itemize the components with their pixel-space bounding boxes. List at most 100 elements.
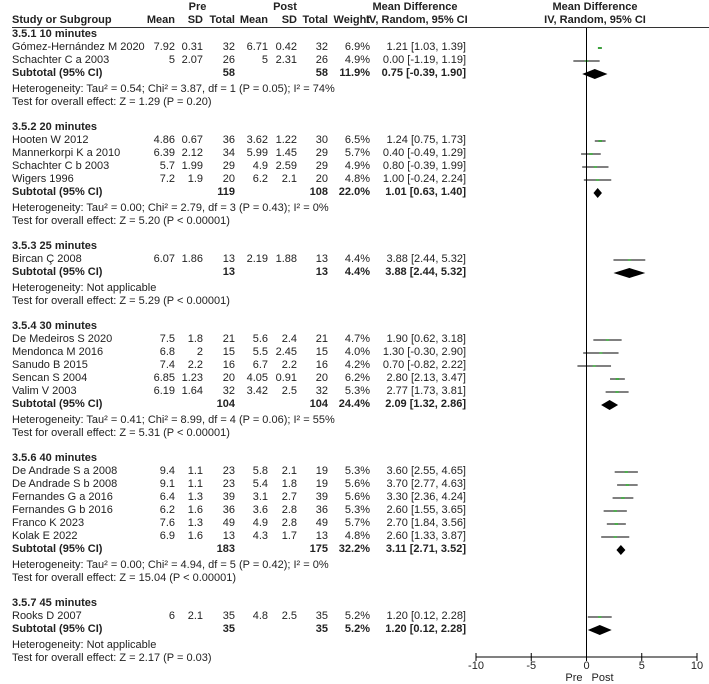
study-name: Franco K 2023: [12, 517, 85, 529]
study-pre-mean: 4.86: [153, 134, 175, 146]
subtotal-diamond: [593, 188, 602, 198]
study-post-sd: 2.2: [281, 359, 297, 371]
study-pre-total: 29: [222, 160, 235, 172]
study-pre-total: 15: [222, 346, 235, 358]
study-post-total: 29: [315, 147, 328, 159]
plot-header-method: IV, Random, 95% CI: [544, 14, 646, 26]
subtotal-post-total: 108: [309, 186, 328, 198]
study-pre-sd: 2.12: [181, 147, 203, 159]
study-weight: 4.4%: [344, 253, 370, 265]
study-post-total: 29: [315, 160, 328, 172]
study-marker: [595, 179, 600, 181]
study-post-mean: 5.4: [252, 478, 268, 490]
study-pre-sd: 2: [196, 346, 203, 358]
subtotal-pre-total: 58: [222, 67, 235, 79]
overall-effect-text: Test for overall effect: Z = 1.29 (P = 0…: [12, 96, 212, 108]
subgroup-heading: 3.5.7 45 minutes: [12, 597, 97, 609]
subtotal-weight: 4.4%: [344, 266, 370, 278]
subtotal-mean-difference: 3.88 [2.44, 5.32]: [385, 266, 466, 278]
study-marker: [593, 166, 597, 168]
study-name: Rooks D 2007: [12, 610, 82, 622]
study-post-sd: 1.22: [275, 134, 297, 146]
study-post-mean: 6.7: [252, 359, 268, 371]
study-post-mean: 3.62: [246, 134, 268, 146]
subtotal-diamond: [613, 268, 646, 278]
study-weight: 4.7%: [344, 333, 370, 345]
overall-effect-text: Test for overall effect: Z = 2.17 (P = 0…: [12, 652, 212, 664]
study-post-mean: 5.6: [252, 333, 268, 345]
study-mean-difference: 0.80 [-0.39, 1.99]: [382, 160, 466, 172]
study-marker: [589, 153, 593, 155]
subtotal-post-total: 175: [309, 543, 328, 555]
study-weight: 4.8%: [344, 173, 370, 185]
study-post-mean: 3.6: [252, 504, 268, 516]
study-post-mean: 2.19: [246, 253, 268, 265]
subtotal-label: Subtotal (95% CI): [12, 398, 103, 410]
study-post-total: 16: [315, 359, 328, 371]
study-pre-mean: 7.6: [159, 517, 175, 529]
study-pre-total: 21: [222, 333, 235, 345]
study-mean-difference: 2.77 [1.73, 3.81]: [386, 385, 466, 397]
study-marker: [624, 471, 628, 473]
study-name: Fernandes G b 2016: [12, 504, 113, 516]
subgroup-heading: 3.5.6 40 minutes: [12, 452, 97, 464]
study-pre-sd: 1.3: [187, 517, 203, 529]
study-name: De Andrade S b 2008: [12, 478, 118, 490]
study-weight: 4.8%: [344, 530, 370, 542]
study-post-sd: 2.59: [275, 160, 297, 172]
heterogeneity-text: Heterogeneity: Not applicable: [12, 282, 157, 294]
post-sd-header: SD: [281, 14, 297, 26]
study-post-total: 30: [315, 134, 328, 146]
study-pre-mean: 5.7: [159, 160, 175, 172]
subtotal-pre-total: 13: [222, 266, 235, 278]
study-post-total: 32: [315, 385, 328, 397]
study-name: Bircan Ç 2008: [12, 253, 82, 265]
study-post-mean: 5.5: [252, 346, 268, 358]
study-mean-difference: 2.60 [1.55, 3.65]: [386, 504, 466, 516]
subtotal-post-total: 58: [315, 67, 328, 79]
overall-effect-text: Test for overall effect: Z = 5.29 (P < 0…: [12, 295, 230, 307]
subtotal-label: Subtotal (95% CI): [12, 623, 103, 635]
study-name: Sanudo B 2015: [12, 359, 88, 371]
subtotal-mean-difference: 0.75 [-0.39, 1.90]: [381, 67, 466, 79]
study-marker: [598, 140, 603, 142]
study-marker: [598, 616, 602, 618]
study-name: Gómez-Hernández M 2020: [12, 41, 145, 53]
study-pre-sd: 1.99: [181, 160, 203, 172]
study-weight: 5.2%: [344, 610, 370, 622]
study-post-total: 19: [315, 465, 328, 477]
subtotal-diamond: [601, 400, 619, 410]
study-pre-total: 36: [222, 134, 235, 146]
x-tick-label: 5: [639, 660, 645, 672]
subtotal-weight: 24.4%: [338, 398, 370, 410]
study-pre-sd: 1.1: [187, 478, 203, 490]
study-post-mean: 4.8: [252, 610, 268, 622]
subgroup-heading: 3.5.2 20 minutes: [12, 121, 97, 133]
study-pre-sd: 1.6: [187, 504, 203, 516]
study-post-mean: 5: [261, 54, 268, 66]
study-mean-difference: 1.30 [-0.30, 2.90]: [382, 346, 466, 358]
study-post-sd: 1.88: [275, 253, 297, 265]
study-post-sd: 2.31: [275, 54, 297, 66]
study-pre-mean: 7.4: [159, 359, 175, 371]
subtotal-mean-difference: 1.20 [0.12, 2.28]: [385, 623, 466, 635]
study-mean-difference: 3.88 [2.44, 5.32]: [386, 253, 466, 265]
subtotal-pre-total: 104: [216, 398, 235, 410]
study-post-mean: 5.8: [252, 465, 268, 477]
study-weight: 6.2%: [344, 372, 370, 384]
study-post-sd: 2.1: [281, 465, 297, 477]
study-name: Schachter C a 2003: [12, 54, 110, 66]
study-mean-difference: 1.21 [1.03, 1.39]: [386, 41, 466, 53]
study-marker: [625, 484, 630, 486]
study-post-total: 35: [315, 610, 328, 622]
study-post-total: 21: [315, 333, 328, 345]
study-name: De Andrade S a 2008: [12, 465, 118, 477]
study-pre-sd: 1.86: [181, 253, 203, 265]
study-weight: 5.3%: [344, 465, 370, 477]
subtotal-label: Subtotal (95% CI): [12, 67, 103, 79]
study-pre-mean: 6.19: [153, 385, 175, 397]
study-marker: [613, 510, 617, 512]
subgroup-heading: 3.5.1 10 minutes: [12, 28, 97, 40]
study-pre-sd: 1.64: [181, 385, 203, 397]
study-weight: 5.3%: [344, 385, 370, 397]
